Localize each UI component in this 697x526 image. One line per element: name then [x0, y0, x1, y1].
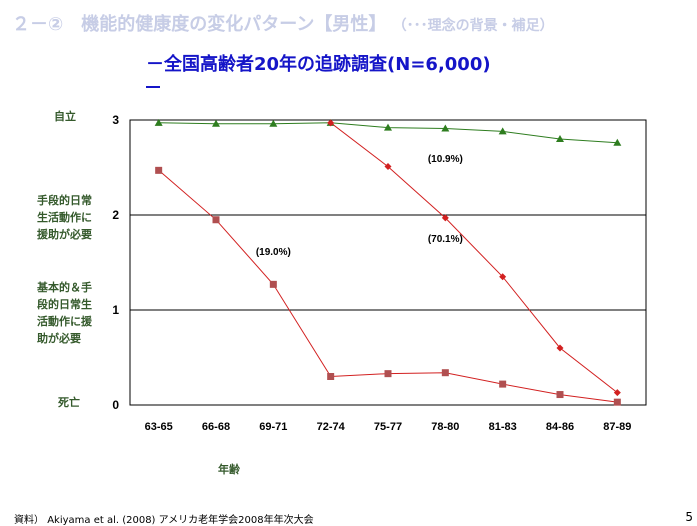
data-point [212, 216, 220, 224]
data-point [499, 273, 507, 281]
footer-label: 資料） [14, 515, 44, 526]
category-label-independent: 自立 [54, 110, 76, 123]
x-tick-label: 81-83 [489, 421, 517, 433]
x-tick-label: 63-65 [145, 421, 173, 433]
data-point [499, 380, 507, 388]
annotations: (10.9%) (70.1%) (19.0%) [256, 154, 463, 258]
title-note: （･･･理念の背景・補足） [392, 18, 554, 34]
data-point [269, 119, 278, 127]
data-point [327, 119, 335, 127]
y-tick-labels: 0 1 2 3 [112, 113, 119, 412]
category-label-iadl: 手段的日常生活動作に援助が必要 [37, 194, 92, 241]
series-group [154, 118, 622, 406]
category-label-badl: 基本的＆手段的日常生活動作に援助が必要 [37, 281, 92, 345]
data-point [556, 135, 564, 142]
data-point [212, 119, 220, 127]
y-tick-label: 0 [112, 398, 119, 412]
x-tick-labels: 63-65 66-68 69-71 72-74 75-77 78-80 81-83 84-86… [145, 421, 632, 433]
data-point [613, 398, 621, 406]
category-label-death: 死亡 [58, 396, 80, 409]
slide-subtitle: －全国高齢者20年の追跡調査(N=6,000) [146, 54, 491, 75]
data-point [155, 166, 163, 174]
subtitle-dash [146, 86, 160, 88]
data-point [269, 280, 277, 288]
x-tick-label: 75-77 [374, 421, 402, 433]
footer-source: 資料） Akiyama et al. (2008) アメリカ老年学会2008年年… [14, 511, 314, 526]
slide-title: ２－② 機能的健康度の変化パターン【男性】 （･･･理念の背景・補足） [12, 10, 692, 36]
data-point [154, 118, 163, 126]
data-point [441, 214, 449, 222]
data-point [384, 163, 392, 171]
x-tick-label: 66-68 [202, 421, 230, 433]
series-line-3 [158, 169, 618, 403]
y-tick-label: 3 [112, 113, 119, 127]
data-point [613, 389, 621, 397]
data-point [441, 369, 449, 377]
data-point [327, 373, 335, 380]
data-point [498, 127, 507, 135]
x-tick-label: 84-86 [546, 421, 574, 433]
data-point [556, 344, 564, 352]
y-tick-label: 2 [112, 208, 119, 222]
page-number: 5 [685, 510, 693, 524]
data-point [613, 138, 622, 146]
footer-citation: Akiyama et al. (2008) アメリカ老年学会2008年年次大会 [47, 515, 314, 526]
x-tick-label: 69-71 [259, 421, 287, 433]
data-point [384, 370, 392, 378]
x-tick-label: 72-74 [317, 421, 346, 433]
data-point [441, 124, 450, 132]
annotation-label: (70.1%) [428, 234, 463, 245]
annotation-label: (10.9%) [428, 154, 463, 165]
y-tick-label: 1 [112, 303, 119, 317]
x-tick-label: 87-89 [603, 421, 631, 433]
grid [130, 214, 646, 311]
x-tick-label: 78-80 [431, 421, 459, 433]
plot-area [129, 119, 647, 406]
data-point [556, 391, 564, 399]
x-axis-label: 年齢 [218, 463, 240, 476]
series-line-2 [330, 122, 618, 393]
data-point [384, 123, 392, 131]
title-main: ２－② 機能的健康度の変化パターン【男性】 [12, 14, 387, 35]
annotation-label: (19.0%) [256, 247, 291, 258]
